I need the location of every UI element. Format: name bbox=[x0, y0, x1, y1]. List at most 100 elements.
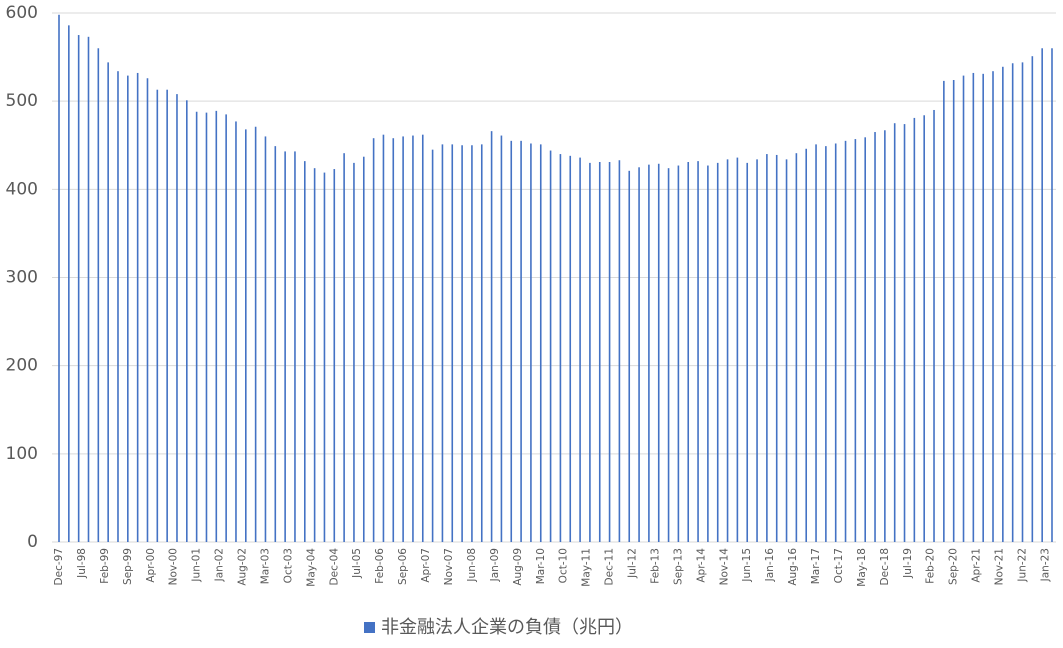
bar bbox=[785, 159, 788, 542]
bar bbox=[559, 154, 562, 543]
x-tick-label: Dec-18 bbox=[879, 548, 891, 585]
x-tick-label: May-11 bbox=[581, 548, 593, 587]
x-tick-label: Jan-23 bbox=[1039, 548, 1051, 582]
bar bbox=[618, 160, 621, 542]
bar bbox=[726, 159, 729, 542]
bar bbox=[313, 168, 316, 542]
x-tick-label: Mar-10 bbox=[535, 548, 547, 584]
bar bbox=[687, 162, 690, 543]
x-tick-label: Sep-20 bbox=[948, 548, 960, 585]
bar bbox=[343, 153, 345, 542]
bar bbox=[205, 112, 208, 543]
y-tick-label: 300 bbox=[6, 268, 38, 288]
bar bbox=[421, 134, 424, 543]
bar bbox=[923, 115, 925, 543]
bar bbox=[766, 154, 768, 543]
bar bbox=[598, 162, 601, 543]
bar bbox=[746, 162, 749, 542]
bar bbox=[608, 162, 611, 543]
x-tick-label: Dec-11 bbox=[604, 548, 616, 585]
bar bbox=[294, 151, 296, 542]
x-tick-label: May-18 bbox=[856, 548, 868, 587]
bar bbox=[254, 126, 257, 543]
x-tick-label: Apr-07 bbox=[420, 548, 432, 583]
bar bbox=[972, 72, 975, 542]
bar bbox=[913, 117, 916, 542]
x-tick-label: Jun-22 bbox=[1017, 548, 1029, 583]
bar bbox=[854, 139, 857, 542]
bar bbox=[235, 121, 237, 542]
bar bbox=[982, 73, 984, 543]
bar bbox=[480, 144, 483, 542]
bar bbox=[756, 159, 758, 542]
bar bbox=[962, 75, 965, 543]
x-tick-label: Oct-17 bbox=[833, 548, 845, 583]
bar bbox=[471, 145, 473, 542]
y-tick-label: 200 bbox=[6, 356, 38, 376]
x-tick-label: Jun-15 bbox=[741, 548, 753, 583]
bar bbox=[539, 144, 542, 542]
bar bbox=[68, 25, 70, 543]
bar bbox=[402, 136, 404, 542]
x-tick-label: Nov-21 bbox=[994, 548, 1006, 585]
bar bbox=[274, 146, 277, 543]
x-tick-label: Mar-17 bbox=[810, 548, 822, 584]
x-tick-label: Feb-99 bbox=[99, 548, 111, 584]
bar bbox=[87, 36, 90, 543]
y-tick-label: 600 bbox=[6, 3, 38, 23]
bar bbox=[677, 165, 680, 543]
bar bbox=[264, 136, 267, 542]
bar bbox=[284, 151, 286, 542]
x-tick-label: Feb-20 bbox=[925, 548, 937, 584]
x-tick-label: Jun-01 bbox=[191, 548, 203, 583]
bar bbox=[451, 144, 454, 542]
bar bbox=[884, 130, 886, 543]
y-tick-label: 0 bbox=[27, 532, 38, 552]
bar bbox=[933, 109, 935, 542]
bar bbox=[127, 75, 129, 543]
bar bbox=[736, 157, 739, 543]
bar bbox=[382, 134, 385, 543]
bar bbox=[1002, 66, 1004, 542]
bar bbox=[117, 71, 119, 542]
bar bbox=[156, 89, 159, 542]
bar bbox=[186, 100, 188, 542]
bar bbox=[569, 155, 572, 542]
bar bbox=[303, 161, 306, 542]
bar bbox=[353, 162, 355, 542]
bar bbox=[166, 89, 168, 542]
x-tick-label: Apr-14 bbox=[695, 548, 707, 583]
x-tick-label: Jul-12 bbox=[627, 548, 639, 579]
bar bbox=[844, 140, 847, 542]
x-tick-label: Jul-05 bbox=[351, 548, 363, 579]
bar bbox=[431, 149, 434, 543]
bar bbox=[648, 164, 650, 542]
bar bbox=[549, 150, 552, 543]
bar bbox=[628, 170, 631, 542]
bar bbox=[716, 162, 719, 542]
x-tick-label: May-04 bbox=[305, 548, 317, 587]
bar bbox=[392, 138, 395, 543]
x-tick-label: Nov-07 bbox=[443, 548, 455, 585]
bar bbox=[952, 80, 955, 543]
x-tick-label: Oct-10 bbox=[558, 548, 570, 583]
bar bbox=[77, 35, 80, 543]
bar bbox=[490, 131, 493, 543]
bar bbox=[874, 132, 876, 542]
bar bbox=[943, 80, 945, 542]
x-tick-label: Aug-09 bbox=[512, 548, 524, 586]
bar bbox=[520, 140, 522, 542]
bar bbox=[1011, 63, 1014, 542]
x-tick-label: Dec-97 bbox=[53, 548, 65, 585]
x-tick-label: Aug-02 bbox=[237, 548, 249, 586]
bar bbox=[893, 123, 896, 542]
bar bbox=[136, 72, 139, 542]
bar bbox=[323, 172, 326, 542]
bar bbox=[864, 137, 866, 542]
y-tick-label: 400 bbox=[6, 179, 38, 199]
x-tick-label: Feb-13 bbox=[649, 548, 661, 584]
bar bbox=[667, 168, 670, 542]
x-tick-label: Sep-06 bbox=[397, 548, 409, 585]
y-tick-label: 500 bbox=[6, 91, 38, 111]
bar bbox=[1041, 48, 1043, 543]
